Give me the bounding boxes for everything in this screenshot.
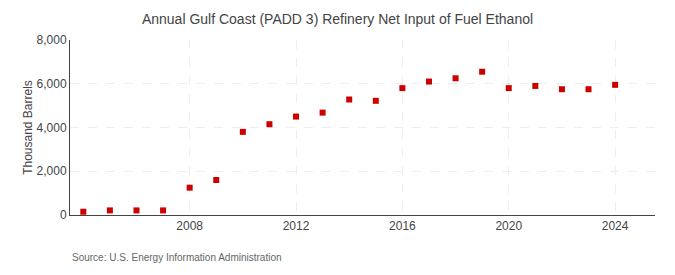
svg-text:8,000: 8,000	[37, 33, 67, 47]
svg-text:4,000: 4,000	[37, 121, 67, 135]
svg-text:2012: 2012	[283, 219, 310, 233]
svg-text:2016: 2016	[389, 219, 416, 233]
svg-text:2,000: 2,000	[37, 164, 67, 178]
svg-text:Annual Gulf Coast (PADD 3) Ref: Annual Gulf Coast (PADD 3) Refinery Net …	[142, 11, 533, 27]
svg-text:2008: 2008	[176, 219, 203, 233]
svg-text:0: 0	[60, 208, 67, 222]
svg-text:Source: U.S. Energy Informatio: Source: U.S. Energy Information Administ…	[72, 252, 282, 263]
svg-text:2024: 2024	[602, 219, 629, 233]
svg-text:6,000: 6,000	[37, 77, 67, 91]
svg-text:2020: 2020	[495, 219, 522, 233]
svg-text:Thousand Barrels: Thousand Barrels	[21, 80, 35, 175]
